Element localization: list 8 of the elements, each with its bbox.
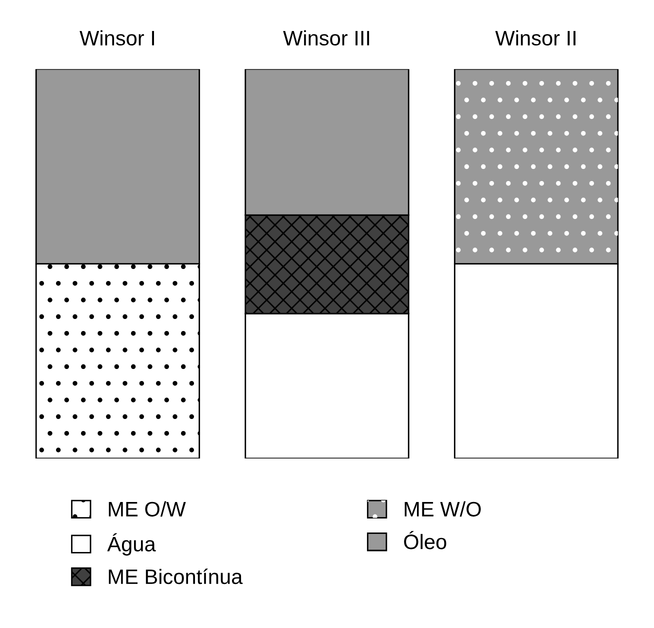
legend-label: Água xyxy=(107,533,156,556)
x-tick-label: Winsor I xyxy=(80,30,154,46)
x-tick-label: Winsor III xyxy=(283,30,370,46)
legend-label: Óleo xyxy=(404,530,446,550)
legend-label: ME O/W xyxy=(108,501,186,517)
legend-label: ME Bicontínua xyxy=(108,568,243,584)
x-tick-label: Winsor II xyxy=(495,30,576,46)
legend-label: ME W/O xyxy=(404,501,481,517)
